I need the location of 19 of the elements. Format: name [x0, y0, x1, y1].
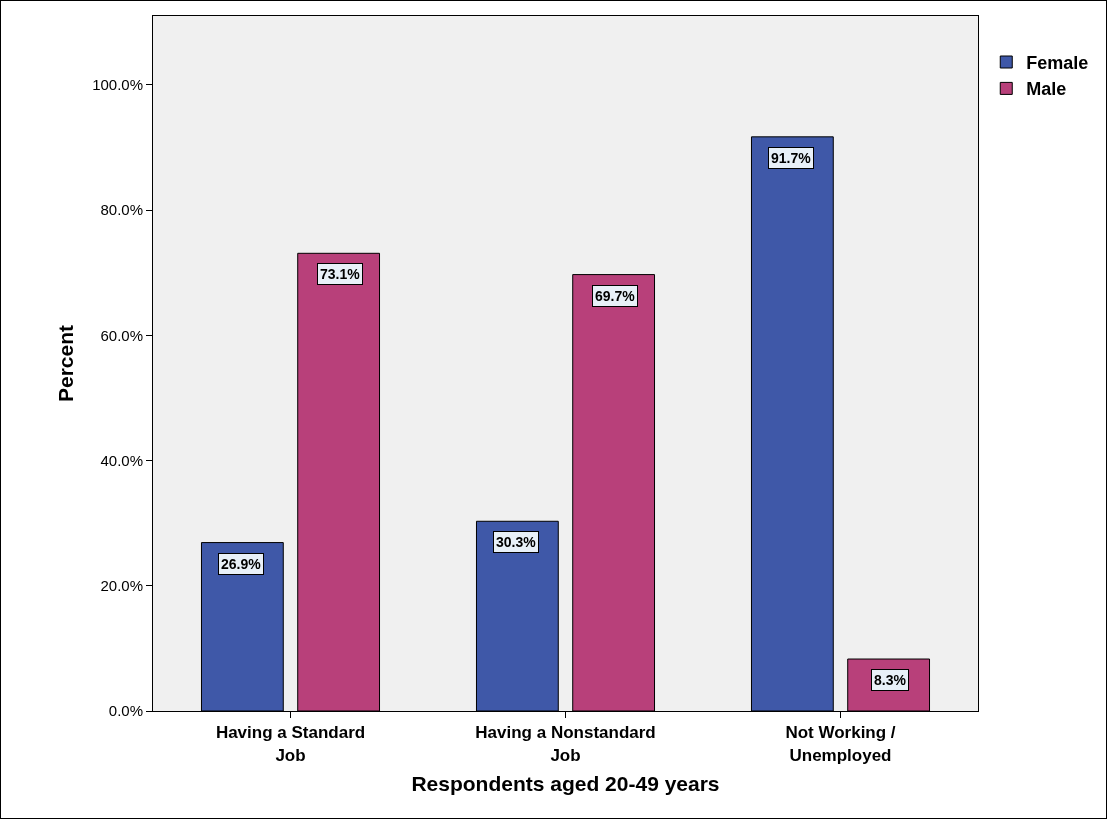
- y-tick-label: 20.0%: [100, 577, 143, 595]
- data-label: 30.3%: [496, 534, 537, 550]
- x-tick-label: Having a Nonstandard Job: [475, 723, 656, 765]
- y-tick-label: 60.0%: [100, 326, 143, 344]
- data-label: 26.9%: [221, 556, 262, 572]
- y-tick-label: 100.0%: [92, 76, 143, 94]
- legend-label: Female: [1026, 53, 1089, 74]
- y-tick-label: 0.0%: [108, 702, 143, 720]
- data-label: 91.7%: [771, 150, 812, 166]
- y-axis-title: Percent: [54, 324, 78, 403]
- x-tick-label: Not Working / Unemployed: [785, 723, 896, 765]
- data-label: 73.1%: [320, 266, 361, 282]
- x-axis-title: Respondents aged 20-49 years: [411, 771, 720, 795]
- legend-label: Male: [1026, 79, 1067, 100]
- x-tick-label: Having a Standard Job: [215, 723, 366, 765]
- data-label: 69.7%: [595, 288, 636, 304]
- y-tick-label: 80.0%: [100, 201, 143, 219]
- data-label: 8.3%: [874, 672, 907, 688]
- y-tick-label: 40.0%: [100, 451, 143, 469]
